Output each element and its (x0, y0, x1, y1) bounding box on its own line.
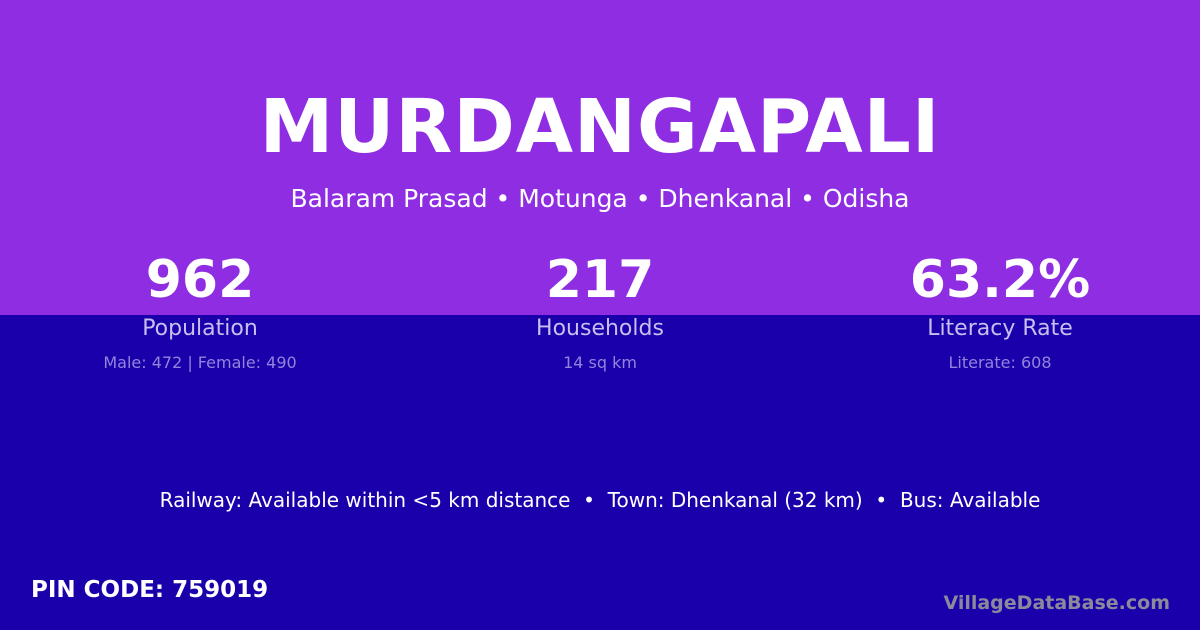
stat-label: Population (142, 316, 258, 341)
stat-label: Households (536, 316, 664, 341)
stat-detail: Male: 472 | Female: 490 (103, 353, 297, 372)
facilities-line: Railway: Available within <5 km distance… (159, 488, 1041, 512)
pin-code: PIN CODE: 759019 (31, 577, 269, 603)
stat-value: 962 (145, 250, 255, 310)
stat-value: 63.2% (909, 250, 1091, 310)
stat-households: 217 Households 14 sq km (400, 248, 800, 374)
content-band (0, 315, 1200, 630)
brand-logo: VillageDataBase.com (943, 592, 1170, 614)
village-name: MURDANGAPALI (259, 84, 941, 170)
stat-label: Literacy Rate (927, 316, 1073, 341)
stat-literacy: 63.2% Literacy Rate Literate: 608 (800, 248, 1200, 374)
stat-detail: 14 sq km (563, 353, 637, 372)
stat-value: 217 (545, 250, 655, 310)
stat-population: 962 Population Male: 472 | Female: 490 (0, 248, 400, 374)
stat-detail: Literate: 608 (948, 353, 1052, 372)
location-breadcrumb: Balaram Prasad • Motunga • Dhenkanal • O… (290, 184, 910, 213)
header-band (0, 0, 1200, 315)
